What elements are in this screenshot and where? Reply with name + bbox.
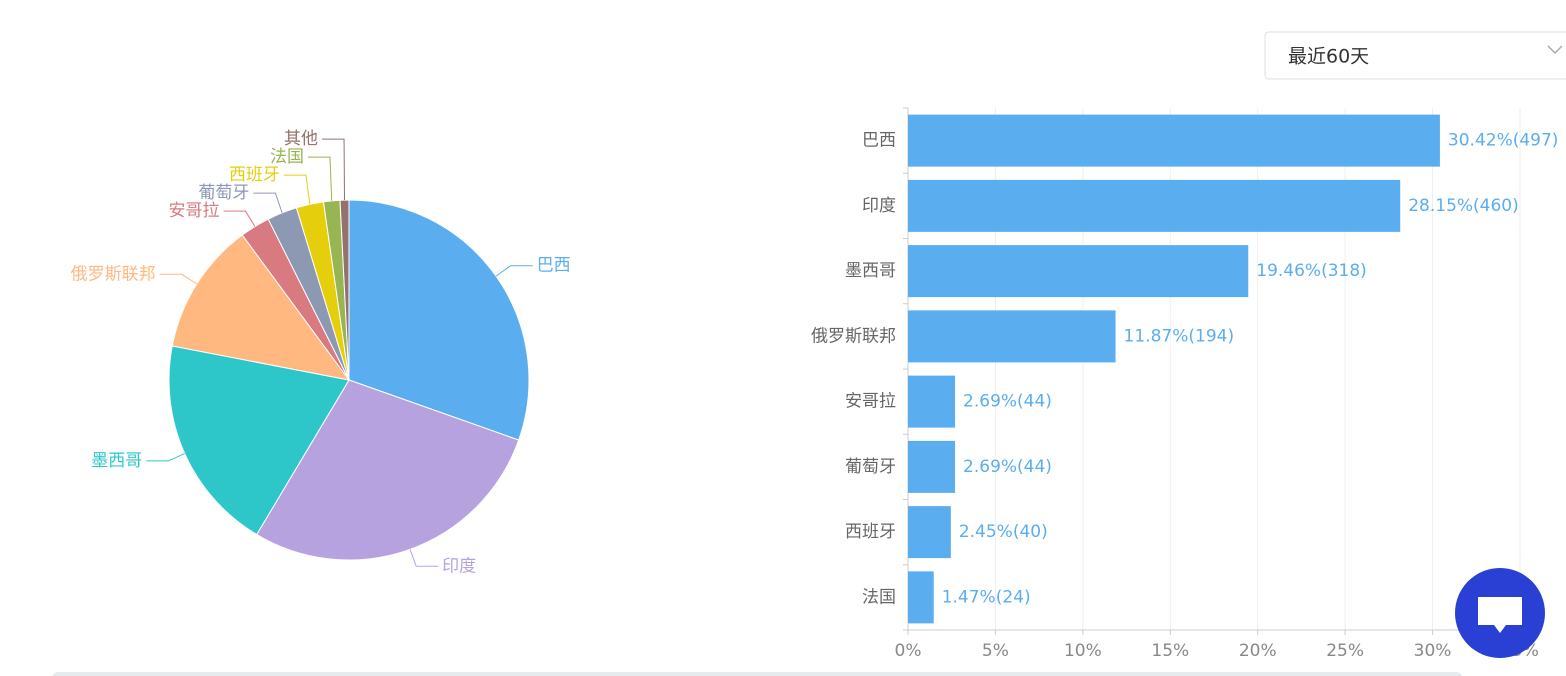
pie-label: 印度 <box>442 556 476 576</box>
y-tick-label: 墨西哥 <box>845 261 896 281</box>
select-box[interactable] <box>1264 31 1566 80</box>
leader-line <box>322 138 346 201</box>
value-label: 28.15%(460) <box>1408 196 1519 216</box>
chat-button[interactable] <box>1455 568 1545 658</box>
bar <box>908 506 951 559</box>
x-tick-label: 30% <box>1414 641 1452 661</box>
bar <box>908 440 956 493</box>
pie-slice <box>168 345 350 536</box>
pie-label: 其他 <box>284 129 318 149</box>
value-label: 2.45%(40) <box>959 522 1048 542</box>
x-tick-label: 5% <box>982 641 1009 661</box>
select-arrow <box>1547 45 1563 55</box>
value-label: 11.87%(194) <box>1124 326 1235 346</box>
bottom-panel <box>52 672 1462 676</box>
pie-label: 安哥拉 <box>169 201 220 221</box>
pie-label: 葡萄牙 <box>198 183 249 203</box>
select-value: 最近60天 <box>1288 46 1369 68</box>
y-tick-label: 法国 <box>862 587 896 607</box>
bar-chart: 0%5%10%15%20%25%30%35%巴西30.42%(497)印度28.… <box>811 107 1559 661</box>
chat-icon <box>1478 597 1522 633</box>
bar <box>908 310 1116 363</box>
y-tick-label: 俄罗斯联邦 <box>811 326 896 346</box>
leader-line <box>159 273 198 285</box>
pie-label: 法国 <box>270 147 304 167</box>
value-label: 2.69%(44) <box>963 457 1052 477</box>
x-tick-label: 10% <box>1064 641 1102 661</box>
range-select[interactable]: 最近60天 <box>1264 31 1566 80</box>
value-label: 2.69%(44) <box>963 392 1052 412</box>
value-label: 1.47%(24) <box>942 587 1031 607</box>
leader-line <box>223 210 256 227</box>
pie-slice <box>339 199 350 381</box>
leader-line <box>495 265 533 277</box>
y-tick-label: 巴西 <box>862 131 896 151</box>
pie-label: 墨西哥 <box>91 451 142 471</box>
value-label: 30.42%(497) <box>1448 131 1559 151</box>
bar <box>908 571 934 624</box>
leader-line <box>283 174 311 205</box>
bar <box>908 114 1440 167</box>
leader-line <box>307 156 333 201</box>
x-tick-label: 15% <box>1151 641 1189 661</box>
x-tick-label: 25% <box>1326 641 1364 661</box>
value-label: 19.46%(318) <box>1256 261 1367 281</box>
x-tick-label: 20% <box>1239 641 1277 661</box>
pie-slice <box>348 199 530 441</box>
pie-slice <box>171 234 351 381</box>
pie-label: 西班牙 <box>229 165 280 185</box>
leader-line <box>253 192 283 214</box>
y-tick-label: 印度 <box>862 196 896 216</box>
y-tick-label: 西班牙 <box>845 522 896 542</box>
pie-label: 俄罗斯联邦 <box>71 264 156 284</box>
y-tick-label: 安哥拉 <box>845 392 896 412</box>
leader-line <box>409 549 439 567</box>
bar <box>908 375 956 428</box>
bar <box>908 179 1401 232</box>
bar <box>908 245 1249 298</box>
x-tick-label: 0% <box>895 641 922 661</box>
pie-label: 巴西 <box>537 256 571 276</box>
y-tick-label: 葡萄牙 <box>845 457 896 477</box>
leader-line <box>146 453 185 462</box>
